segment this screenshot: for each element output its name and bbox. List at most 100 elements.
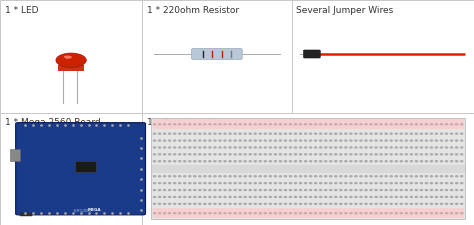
- Circle shape: [199, 213, 201, 214]
- Circle shape: [365, 213, 367, 214]
- Circle shape: [304, 203, 307, 204]
- Circle shape: [300, 140, 301, 141]
- Bar: [75, 161, 96, 171]
- Circle shape: [425, 196, 428, 197]
- Circle shape: [284, 147, 286, 148]
- Circle shape: [219, 189, 221, 191]
- Circle shape: [315, 140, 317, 141]
- Circle shape: [380, 147, 382, 148]
- Circle shape: [405, 183, 407, 184]
- Circle shape: [234, 203, 236, 204]
- Circle shape: [209, 154, 211, 155]
- Circle shape: [420, 176, 422, 177]
- Circle shape: [415, 124, 418, 125]
- Circle shape: [451, 189, 453, 191]
- Circle shape: [385, 213, 387, 214]
- Circle shape: [461, 133, 463, 134]
- Circle shape: [158, 189, 161, 191]
- Circle shape: [436, 213, 438, 214]
- Circle shape: [319, 133, 322, 134]
- Circle shape: [430, 183, 432, 184]
- Circle shape: [319, 124, 322, 125]
- Circle shape: [446, 213, 447, 214]
- Circle shape: [425, 189, 428, 191]
- Circle shape: [375, 147, 377, 148]
- Circle shape: [189, 154, 191, 155]
- Circle shape: [451, 133, 453, 134]
- Circle shape: [436, 161, 438, 162]
- Circle shape: [199, 189, 201, 191]
- Circle shape: [390, 183, 392, 184]
- Circle shape: [234, 140, 236, 141]
- Circle shape: [325, 124, 327, 125]
- Circle shape: [264, 124, 266, 125]
- Circle shape: [446, 147, 447, 148]
- Circle shape: [335, 196, 337, 197]
- Circle shape: [300, 196, 301, 197]
- Circle shape: [259, 154, 261, 155]
- Circle shape: [154, 213, 155, 214]
- Circle shape: [284, 154, 286, 155]
- Circle shape: [239, 133, 241, 134]
- Circle shape: [461, 196, 463, 197]
- Circle shape: [259, 213, 261, 214]
- Bar: [10, 149, 20, 162]
- Circle shape: [360, 203, 362, 204]
- Circle shape: [229, 196, 231, 197]
- Circle shape: [340, 196, 342, 197]
- Circle shape: [370, 133, 372, 134]
- Circle shape: [400, 189, 402, 191]
- Circle shape: [279, 161, 282, 162]
- Circle shape: [405, 124, 407, 125]
- Circle shape: [310, 133, 312, 134]
- Circle shape: [209, 124, 211, 125]
- Circle shape: [315, 124, 317, 125]
- Bar: [151, 118, 465, 219]
- Circle shape: [304, 183, 307, 184]
- Circle shape: [173, 124, 176, 125]
- Circle shape: [436, 189, 438, 191]
- Circle shape: [209, 161, 211, 162]
- Circle shape: [184, 203, 186, 204]
- Circle shape: [169, 124, 171, 125]
- Circle shape: [219, 154, 221, 155]
- Circle shape: [380, 196, 382, 197]
- Circle shape: [340, 133, 342, 134]
- Circle shape: [269, 196, 272, 197]
- Circle shape: [355, 133, 357, 134]
- Circle shape: [274, 176, 276, 177]
- Circle shape: [209, 140, 211, 141]
- Circle shape: [56, 53, 86, 68]
- Circle shape: [229, 154, 231, 155]
- Circle shape: [365, 133, 367, 134]
- Circle shape: [234, 161, 236, 162]
- Circle shape: [229, 189, 231, 191]
- Circle shape: [319, 176, 322, 177]
- Circle shape: [325, 133, 327, 134]
- Circle shape: [254, 161, 256, 162]
- Circle shape: [169, 213, 171, 214]
- Circle shape: [199, 203, 201, 204]
- FancyBboxPatch shape: [16, 123, 146, 215]
- Circle shape: [219, 213, 221, 214]
- Circle shape: [451, 196, 453, 197]
- Circle shape: [390, 133, 392, 134]
- Circle shape: [420, 147, 422, 148]
- Wedge shape: [64, 56, 72, 58]
- Circle shape: [365, 203, 367, 204]
- Circle shape: [224, 176, 226, 177]
- Circle shape: [290, 176, 292, 177]
- Circle shape: [365, 124, 367, 125]
- Circle shape: [284, 124, 286, 125]
- Circle shape: [325, 147, 327, 148]
- Circle shape: [340, 213, 342, 214]
- Circle shape: [315, 133, 317, 134]
- Circle shape: [214, 203, 216, 204]
- Circle shape: [229, 124, 231, 125]
- Circle shape: [345, 147, 347, 148]
- Circle shape: [415, 196, 418, 197]
- Circle shape: [410, 161, 412, 162]
- Circle shape: [264, 140, 266, 141]
- Circle shape: [199, 196, 201, 197]
- Circle shape: [179, 140, 181, 141]
